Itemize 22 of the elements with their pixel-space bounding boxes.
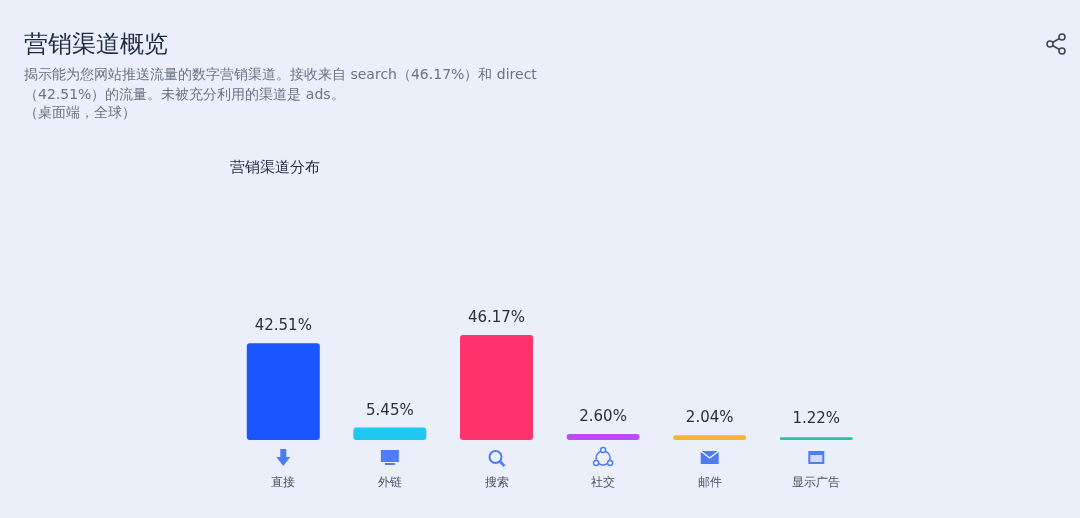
x-tick-label: 显示广告 bbox=[792, 475, 841, 489]
data-label: 2.04% bbox=[685, 408, 734, 427]
data-label: 46.17% bbox=[467, 308, 526, 326]
bar bbox=[460, 335, 533, 440]
chart-subtitle: 揭示能为您网站推送流量的数字营销渠道。接收来自 search（46.17%）和 direct（42.51%）的流量。未被充分利用的渠道是 ads。 bbox=[24, 65, 538, 104]
chart-title: 营销渠道概览 bbox=[24, 29, 168, 60]
x-tick-label: 搜索 bbox=[484, 475, 509, 489]
text: 营销渠道分布 bbox=[230, 158, 320, 176]
data-label: 2.60% bbox=[579, 407, 627, 426]
data-label: 1.22% bbox=[792, 409, 841, 427]
bar bbox=[673, 435, 747, 440]
data-label: 42.51% bbox=[254, 316, 312, 335]
x-tick-label: 直接 bbox=[271, 475, 296, 489]
text: （桌面端，全球） bbox=[24, 104, 136, 122]
bar bbox=[566, 434, 640, 440]
x-tick-label: 社交 bbox=[591, 475, 616, 489]
bar bbox=[246, 343, 320, 440]
x-tick-label: 外链 bbox=[377, 475, 402, 489]
x-tick-label: 邮件 bbox=[697, 475, 722, 489]
bar bbox=[779, 437, 853, 440]
bar bbox=[353, 427, 427, 440]
data-label: 5.45% bbox=[366, 400, 414, 419]
